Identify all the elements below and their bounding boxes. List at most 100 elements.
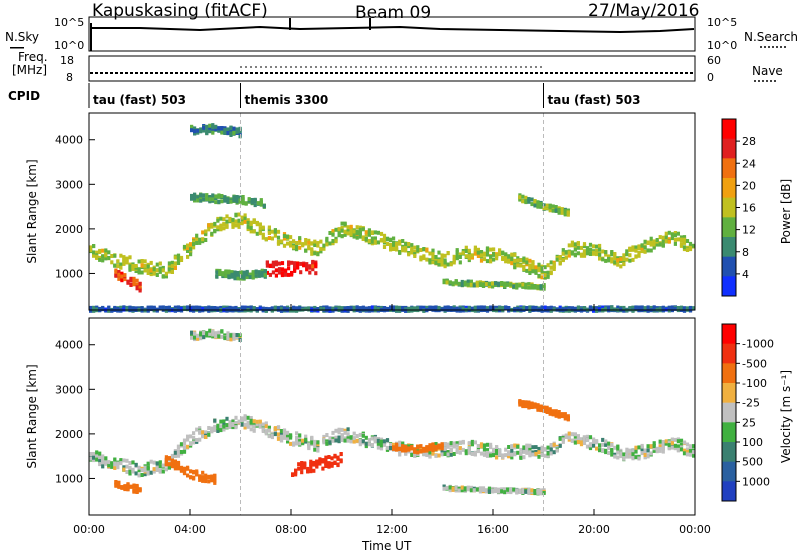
data-cell <box>149 459 153 464</box>
y-tick-label: 4000 <box>55 339 83 352</box>
data-cell <box>279 306 284 311</box>
data-cell <box>173 255 177 260</box>
data-cell <box>516 260 520 265</box>
data-cell <box>352 436 356 441</box>
data-cell <box>530 405 534 409</box>
data-cell <box>595 440 599 445</box>
data-cell <box>140 306 144 311</box>
data-cell <box>667 306 671 311</box>
data-cell <box>316 448 320 453</box>
data-cell <box>233 272 237 277</box>
data-cell <box>367 232 371 236</box>
nave-tick-bottom: 0 <box>707 71 714 84</box>
data-cell <box>224 274 228 279</box>
data-cell <box>473 245 477 250</box>
data-cell <box>304 437 308 442</box>
data-cell <box>340 427 344 432</box>
data-cell <box>619 454 623 459</box>
data-cell <box>343 430 347 435</box>
data-cell <box>282 234 287 238</box>
data-cell <box>279 434 284 439</box>
data-cell <box>389 446 393 450</box>
data-cell <box>277 270 282 275</box>
data-cell <box>295 244 299 249</box>
data-cell <box>258 306 262 311</box>
data-cell <box>525 307 529 311</box>
data-cell <box>592 244 596 249</box>
data-cell <box>536 403 540 408</box>
data-cell <box>223 336 227 341</box>
data-cell <box>237 419 241 424</box>
data-cell <box>446 251 450 256</box>
data-cell <box>485 448 490 453</box>
colorbar-tick-label: 500 <box>742 456 763 469</box>
data-cell <box>98 462 102 467</box>
data-cell <box>192 242 196 247</box>
data-cell <box>101 457 105 462</box>
data-cell <box>573 434 577 439</box>
data-cell <box>199 198 203 203</box>
data-cell <box>158 269 162 274</box>
data-cell <box>622 258 626 263</box>
data-cell <box>226 331 230 336</box>
data-cell <box>101 454 105 459</box>
data-cell <box>419 449 423 454</box>
data-cell <box>664 239 668 244</box>
data-cell <box>146 306 150 311</box>
plot-background <box>89 318 695 515</box>
data-cell <box>229 133 233 137</box>
data-cell <box>176 305 181 310</box>
data-cell <box>676 448 680 453</box>
data-cell <box>533 285 537 290</box>
data-cell <box>530 402 534 407</box>
data-cell <box>516 263 520 268</box>
data-cell <box>251 270 255 275</box>
data-cell <box>250 200 254 205</box>
data-cell <box>622 308 626 313</box>
data-cell <box>222 226 226 231</box>
data-cell <box>573 252 577 257</box>
data-cell <box>301 243 305 248</box>
data-cell <box>126 279 130 284</box>
data-cell <box>549 305 553 310</box>
data-cell <box>546 274 550 279</box>
data-cell <box>442 280 446 285</box>
data-cell <box>352 306 356 311</box>
data-cell <box>592 308 596 313</box>
data-cell <box>425 305 429 310</box>
data-cell <box>190 330 194 335</box>
data-cell <box>287 272 291 277</box>
data-cell <box>655 446 659 451</box>
data-cell <box>361 227 365 232</box>
data-cell <box>282 435 287 440</box>
data-cell <box>434 453 438 458</box>
data-cell <box>527 197 531 202</box>
data-cell <box>349 232 353 237</box>
data-cell <box>507 306 511 311</box>
data-cell <box>531 445 535 450</box>
data-cell <box>467 256 471 261</box>
data-cell <box>282 432 287 437</box>
data-cell <box>286 430 290 435</box>
data-cell <box>331 430 335 435</box>
data-cell <box>259 200 263 205</box>
data-cell <box>682 240 687 245</box>
data-cell <box>534 265 538 270</box>
data-cell <box>339 452 343 457</box>
data-cell <box>331 232 335 237</box>
data-cell <box>661 239 665 244</box>
data-cell <box>536 285 540 290</box>
data-cell <box>131 306 135 311</box>
data-cell <box>226 131 230 135</box>
nsky-trace <box>90 25 695 34</box>
data-cell <box>228 425 232 429</box>
data-cell <box>277 261 282 266</box>
data-cell <box>274 273 278 278</box>
data-cell <box>242 271 246 276</box>
data-cell <box>531 263 535 268</box>
data-cell <box>232 131 236 136</box>
data-cell <box>504 256 508 261</box>
data-cell <box>582 435 587 440</box>
data-cell <box>254 270 258 275</box>
data-cell <box>476 449 480 454</box>
